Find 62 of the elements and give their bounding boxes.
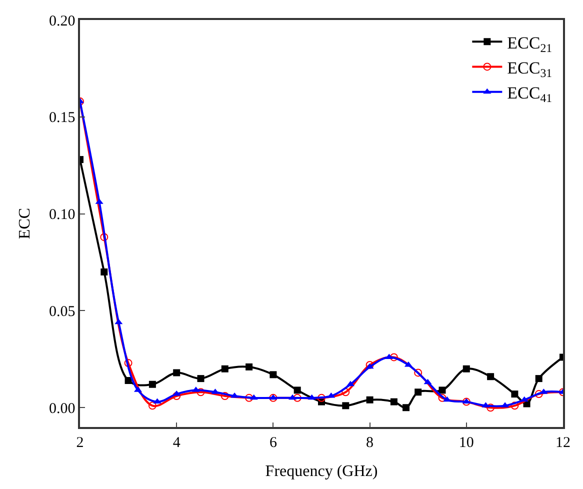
- point: [443, 396, 452, 402]
- point: [196, 388, 205, 396]
- point: [173, 369, 180, 376]
- point: [124, 359, 132, 368]
- point: [342, 402, 350, 410]
- point: [510, 402, 519, 410]
- x-tick-label: 6: [269, 434, 278, 451]
- point: [424, 378, 432, 384]
- point: [221, 365, 228, 372]
- point: [294, 386, 301, 394]
- point: [414, 388, 422, 396]
- point: [148, 380, 156, 388]
- x-tick-label: 4: [172, 434, 181, 451]
- point: [100, 268, 108, 276]
- point: [220, 392, 229, 400]
- point: [327, 392, 336, 398]
- point: [486, 404, 495, 412]
- point: [535, 375, 542, 382]
- point: [318, 394, 326, 402]
- point: [197, 375, 204, 382]
- x-tick-label: 10: [458, 434, 474, 451]
- point: [366, 396, 374, 404]
- legend-label: ECC$_{21}$: [507, 33, 552, 55]
- x-tick-label: 12: [556, 434, 570, 451]
- x-axis-title: Frequency (GHz): [265, 462, 378, 480]
- point: [245, 394, 254, 402]
- y-tick-label: 0.05: [49, 304, 76, 320]
- point: [438, 394, 446, 402]
- point: [250, 394, 258, 400]
- point: [342, 388, 350, 396]
- point: [366, 363, 374, 369]
- y-tick-label: 0.00: [49, 400, 76, 417]
- point: [270, 371, 277, 378]
- x-tick-label: 8: [366, 434, 374, 451]
- point: [153, 398, 162, 404]
- point: [390, 398, 398, 406]
- y-tick-label: 0.15: [49, 110, 76, 126]
- point: [308, 394, 316, 400]
- point: [100, 233, 108, 242]
- point: [404, 361, 412, 367]
- point: [511, 390, 518, 398]
- point: [390, 353, 398, 362]
- point: [246, 363, 253, 370]
- legend-label: ECC$_{41}$: [507, 83, 552, 106]
- legend-label: ECC$_{31}$: [507, 58, 552, 80]
- point: [124, 376, 132, 384]
- point: [114, 318, 123, 324]
- x-tick-label: 2: [76, 434, 84, 451]
- point: [293, 394, 302, 402]
- y-tick-label: 0.20: [49, 13, 76, 30]
- y-axis-title: ECC: [16, 208, 34, 240]
- point: [402, 404, 410, 412]
- point: [414, 368, 422, 377]
- point: [172, 392, 181, 400]
- point: [462, 365, 470, 372]
- point: [534, 390, 543, 398]
- point: [366, 360, 374, 369]
- point: [148, 402, 156, 410]
- point: [487, 373, 494, 380]
- y-tick-label: 0.10: [49, 207, 76, 224]
- point: [438, 386, 446, 394]
- point: [230, 392, 239, 398]
